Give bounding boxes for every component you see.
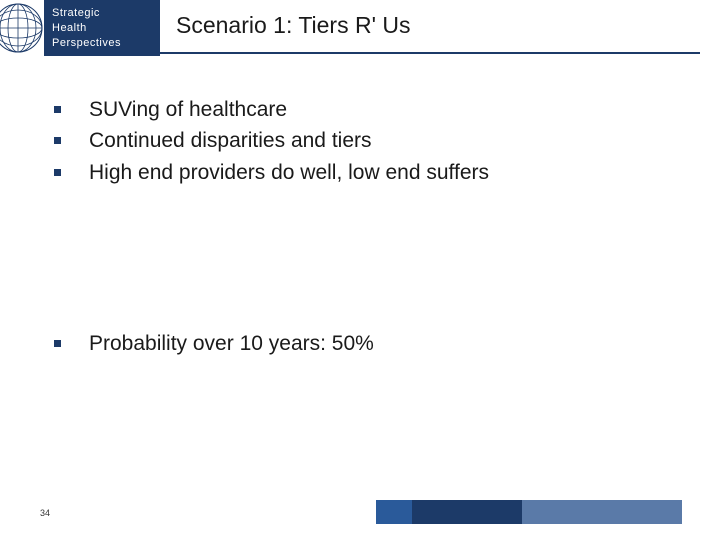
footer-segment	[522, 500, 682, 524]
slide-footer: 34	[0, 496, 720, 524]
bullet-icon	[54, 340, 61, 347]
bullet-item: Probability over 10 years: 50%	[54, 330, 674, 357]
page-number: 34	[40, 508, 50, 518]
bullet-text: High end providers do well, low end suff…	[89, 159, 489, 186]
footer-decoration	[376, 500, 682, 524]
spacer	[54, 190, 674, 330]
page-title: Scenario 1: Tiers R' Us	[176, 12, 410, 39]
logo-text: Strategic Health Perspectives	[44, 0, 160, 56]
footer-segment	[376, 500, 412, 524]
footer-segment	[412, 500, 522, 524]
bullet-item: SUVing of healthcare	[54, 96, 674, 123]
bullet-icon	[54, 137, 61, 144]
slide-body: SUVing of healthcare Continued dispariti…	[54, 96, 674, 361]
bullet-icon	[54, 169, 61, 176]
bullet-text: SUVing of healthcare	[89, 96, 287, 123]
logo-word-2: Health	[52, 22, 152, 34]
logo: Strategic Health Perspectives	[0, 0, 160, 56]
bullet-icon	[54, 106, 61, 113]
bullet-text: Continued disparities and tiers	[89, 127, 372, 154]
bullet-text: Probability over 10 years: 50%	[89, 330, 374, 357]
bullet-item: High end providers do well, low end suff…	[54, 159, 674, 186]
slide-header: Strategic Health Perspectives Scenario 1…	[0, 0, 720, 64]
globe-icon	[0, 0, 44, 56]
title-underline	[160, 52, 700, 54]
logo-word-3: Perspectives	[52, 37, 152, 49]
logo-word-1: Strategic	[52, 7, 152, 19]
bullet-item: Continued disparities and tiers	[54, 127, 674, 154]
